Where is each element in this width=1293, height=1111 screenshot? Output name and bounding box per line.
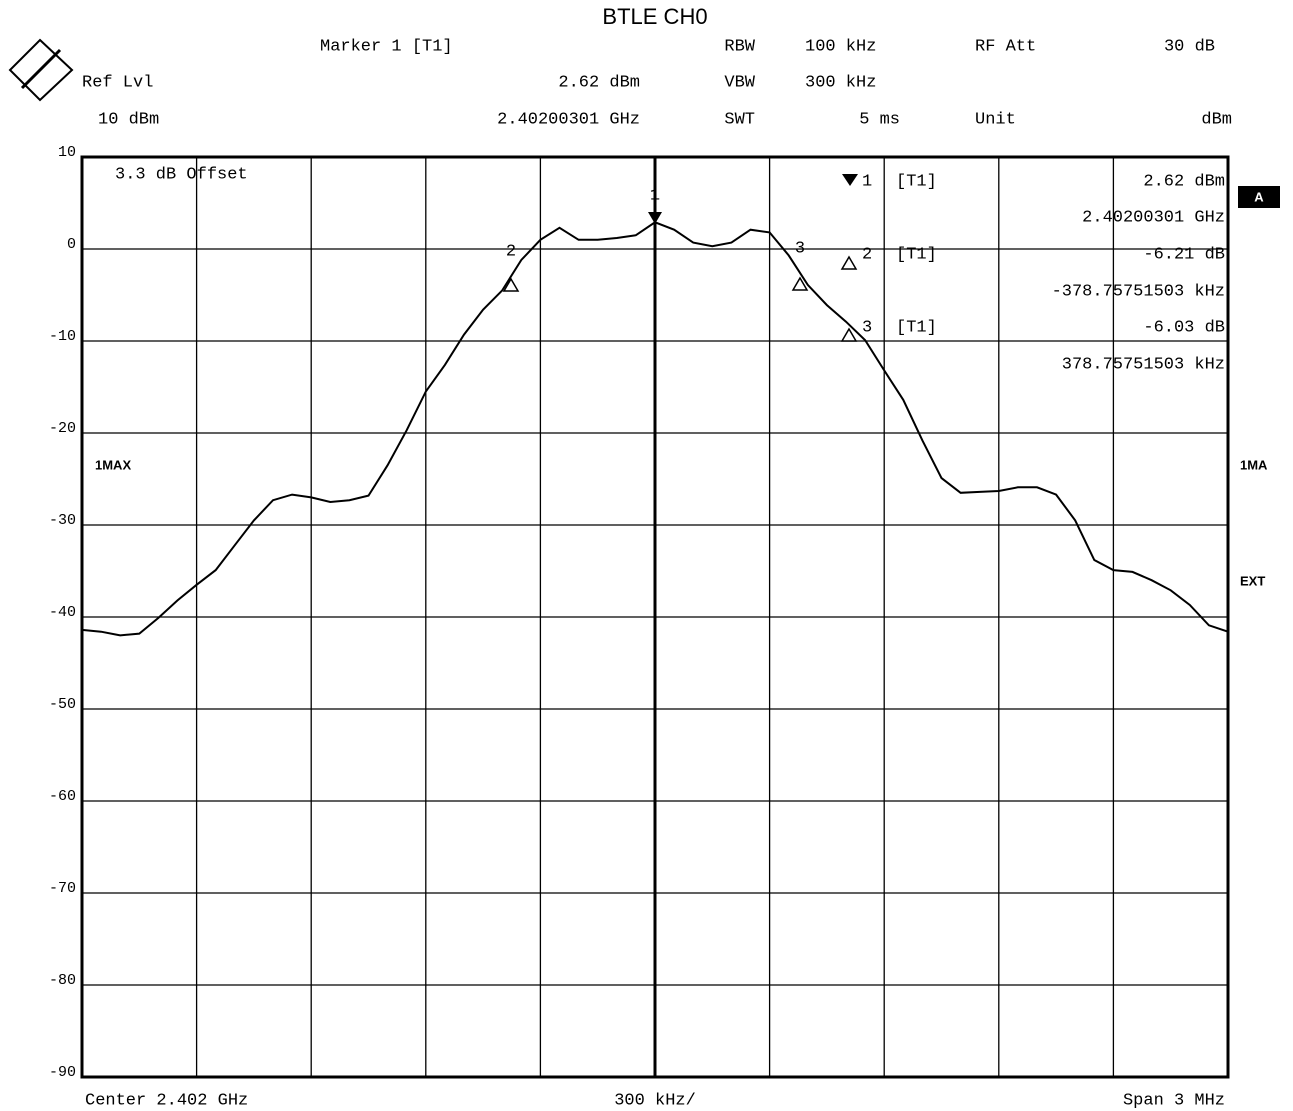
header-text: 10 dBm: [98, 110, 159, 129]
marker-label: 3: [862, 318, 872, 337]
header-text: Ref Lvl: [82, 73, 153, 92]
y-tick-label: 0: [67, 236, 76, 253]
marker-level: 2.62 dBm: [1143, 172, 1225, 191]
trace-label: 1MAX: [95, 457, 131, 472]
marker-label: 2: [862, 245, 872, 264]
marker-symbol: [840, 327, 858, 342]
header-text: RBW: [724, 37, 755, 56]
logo: [8, 38, 74, 102]
trace-marker: [502, 277, 520, 292]
side-label: EXT: [1240, 573, 1265, 588]
marker-position: 2.40200301 GHz: [1082, 208, 1225, 227]
plot-frame: [80, 155, 1230, 1079]
footer-text: Span 3 MHz: [1123, 1091, 1225, 1110]
marker-symbol: [840, 255, 858, 270]
y-tick-label: -50: [49, 696, 76, 713]
offset-label: 3.3 dB Offset: [115, 165, 248, 184]
header-text: 30 dB: [1164, 37, 1215, 56]
header-text: dBm: [1201, 110, 1232, 129]
trace-marker-label: 3: [795, 239, 805, 258]
y-tick-label: -90: [49, 1064, 76, 1081]
header-text: RF Att: [975, 37, 1036, 56]
chart-title: BTLE CH0: [602, 4, 707, 29]
marker-level: -6.21 dB: [1143, 245, 1225, 264]
header-text: SWT: [724, 110, 755, 129]
marker-trace: [T1]: [896, 172, 937, 191]
trace-marker: [791, 276, 809, 291]
footer-text: Center 2.402 GHz: [85, 1091, 248, 1110]
header-text: 2.62 dBm: [558, 73, 640, 92]
trace-marker-label: 2: [506, 242, 516, 261]
trace-marker: [648, 212, 662, 224]
marker-trace: [T1]: [896, 245, 937, 264]
y-tick-label: -70: [49, 880, 76, 897]
footer-text: 300 kHz/: [614, 1091, 696, 1110]
y-tick-label: -60: [49, 788, 76, 805]
side-box: [1238, 186, 1280, 208]
marker-trace: [T1]: [896, 318, 937, 337]
marker-level: -6.03 dB: [1143, 318, 1225, 337]
header-text: 5 ms: [859, 110, 900, 129]
marker-position: -378.75751503 kHz: [1052, 282, 1225, 301]
side-label: 1MA: [1240, 457, 1268, 472]
header-text: Unit: [975, 110, 1016, 129]
header-text: 100 kHz: [805, 37, 876, 56]
y-tick-label: -80: [49, 972, 76, 989]
plot-area: 10 0 -10 -20 -30 -40 -50 -60 -70 -80 -90: [49, 144, 1230, 1081]
header-text: Marker 1 [T1]: [320, 37, 453, 56]
marker-symbol: [842, 174, 858, 186]
marker-position: 378.75751503 kHz: [1062, 355, 1225, 374]
y-tick-label: -30: [49, 512, 76, 529]
header-text: 2.40200301 GHz: [497, 110, 640, 129]
y-tick-label: 10: [58, 144, 76, 161]
marker-label: 1: [862, 172, 872, 191]
y-tick-label: -10: [49, 328, 76, 345]
trace-marker-label: 1: [650, 186, 660, 205]
header-text: VBW: [724, 73, 755, 92]
y-tick-label: -40: [49, 604, 76, 621]
y-tick-label: -20: [49, 420, 76, 437]
side-label: A: [1254, 189, 1264, 204]
header-text: 300 kHz: [805, 73, 876, 92]
